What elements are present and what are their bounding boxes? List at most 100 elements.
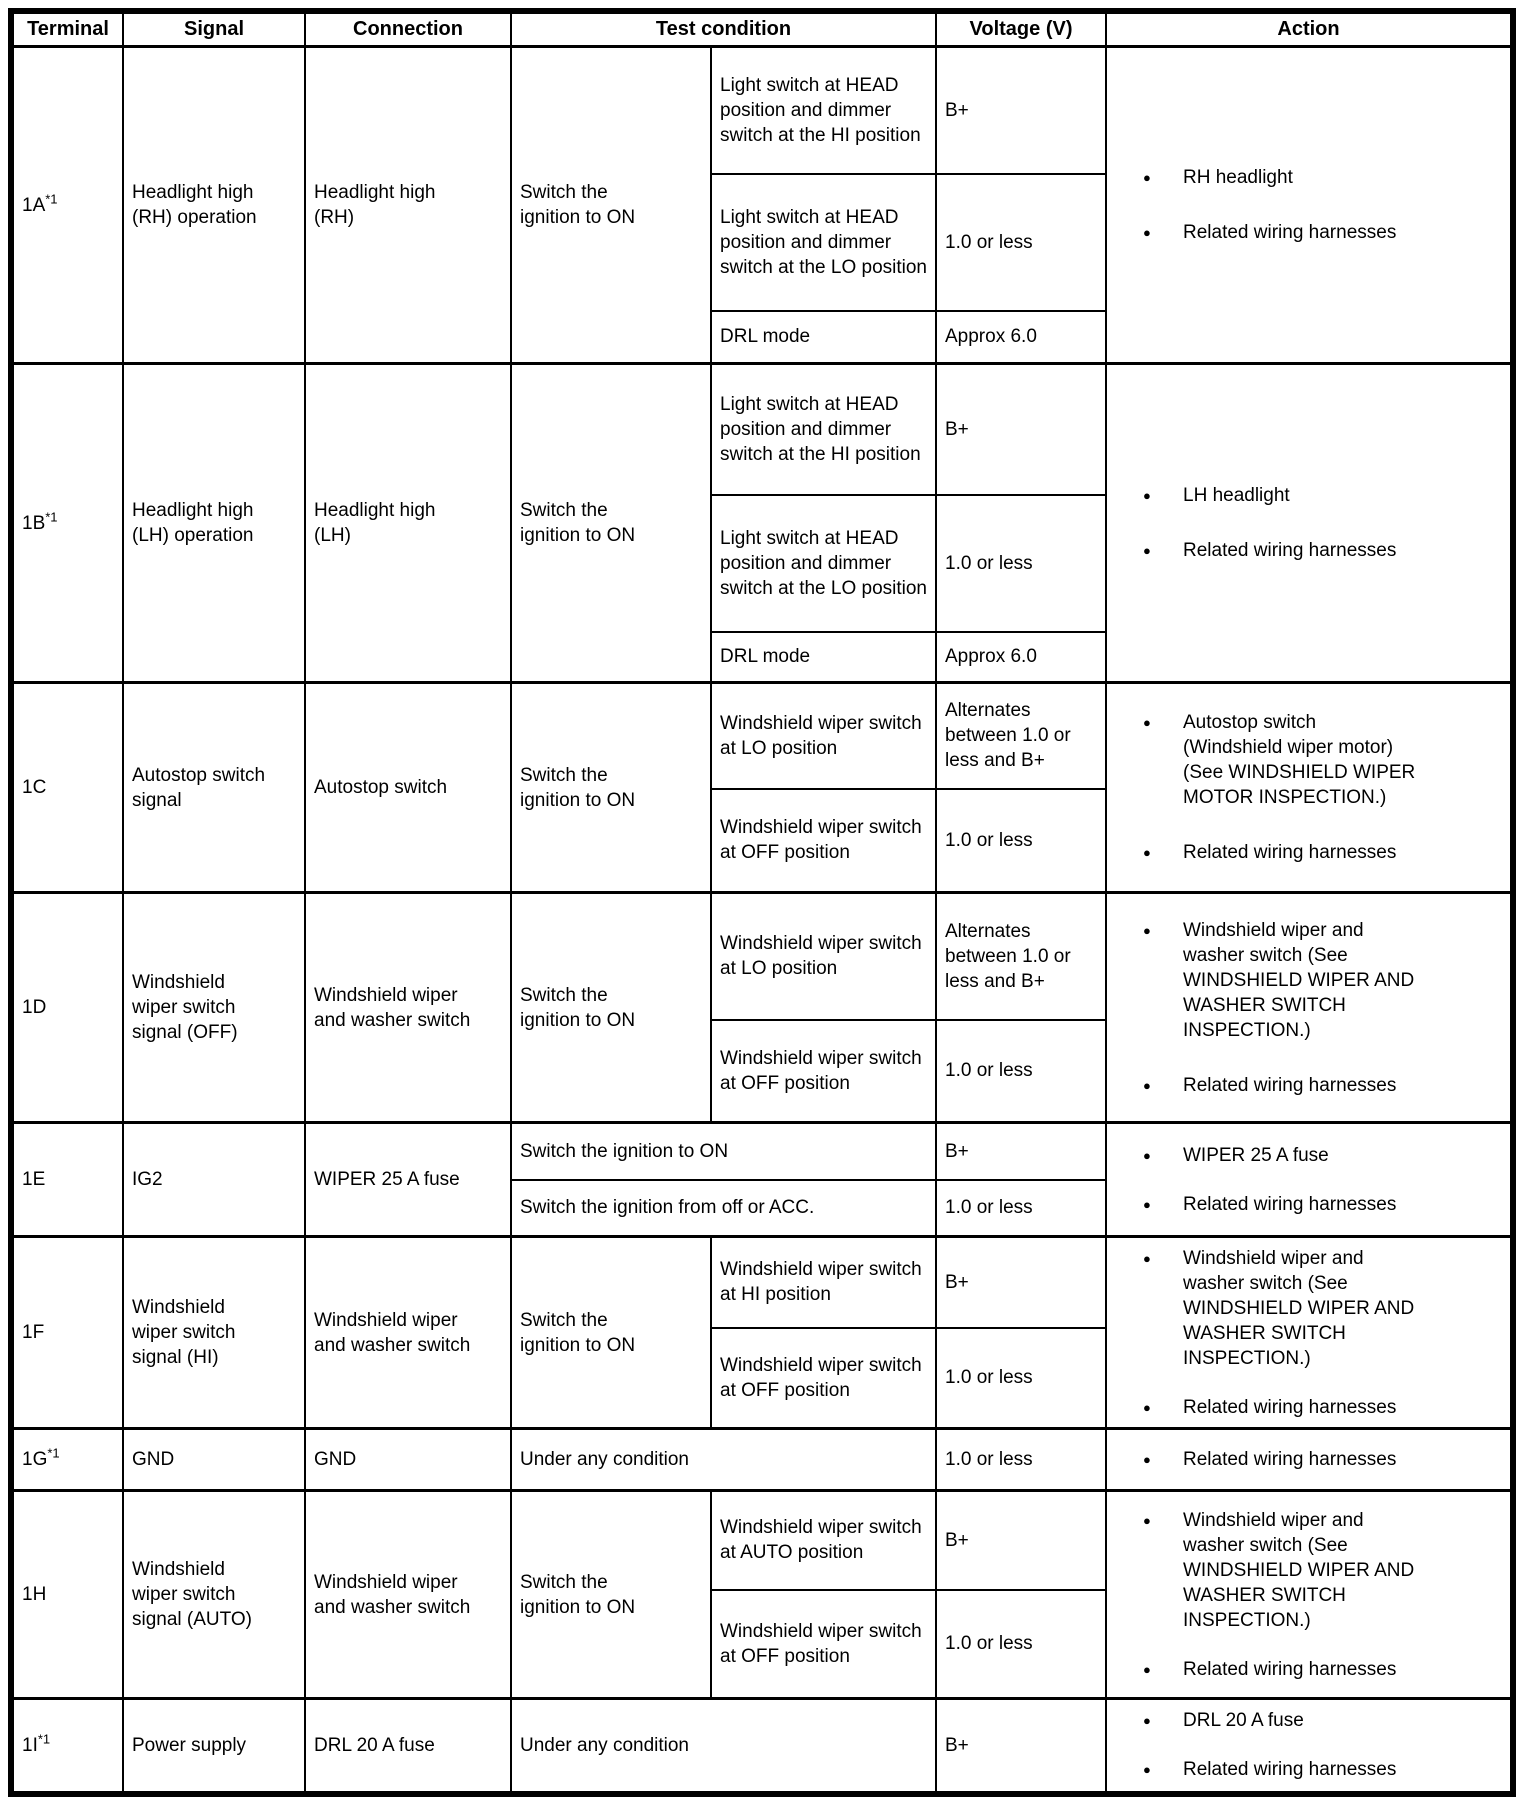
bullet-icon: ●	[1143, 543, 1151, 558]
table-subrow: Windshield wiper switch at OFF position …	[11, 1588, 1513, 1700]
condition-cell: Windshield wiper switch at LO position	[710, 891, 937, 1021]
test-main-cell: Switch the ignition to ON	[510, 45, 712, 365]
voltage-cell: 1.0 or less	[935, 1326, 1107, 1430]
action-item: ● Related wiring harnesses	[1143, 1074, 1397, 1096]
signal-cell: Windshield wiper switch signal (OFF)	[122, 891, 306, 1124]
test-main-cell: Switch the ignition to ON	[510, 681, 712, 894]
table-row: 1F Windshield wiper switch signal (HI) W…	[10, 1235, 1514, 1430]
bullet-icon: ●	[1143, 225, 1151, 240]
signal-cell: Windshield wiper switch signal (AUTO)	[122, 1489, 306, 1700]
table-subrow: DRL mode Approx 6.0	[11, 309, 1513, 365]
action-cell: ● Windshield wiper and washer switch (See…	[1105, 1489, 1514, 1700]
action-cell: ● DRL 20 A fuse ● Related wiring harnesses	[1105, 1697, 1514, 1795]
table-row: 1C Autostop switch signal Autostop switc…	[10, 681, 1514, 894]
condition-cell: Under any condition	[510, 1697, 937, 1795]
bullet-icon: ●	[1143, 1452, 1151, 1467]
test-main-cell: Switch the ignition to ON	[510, 891, 712, 1124]
bullet-icon: ●	[1143, 170, 1151, 185]
condition-cell: Windshield wiper switch at OFF position	[710, 1588, 937, 1700]
bullet-icon: ●	[1143, 1196, 1151, 1212]
bullet-icon: ●	[1143, 1762, 1151, 1778]
bullet-icon: ●	[1143, 488, 1151, 503]
terminal-cell: 1C	[10, 681, 124, 894]
terminal-cell: 1I*1	[10, 1697, 124, 1795]
connection-cell: Headlight high (RH)	[304, 45, 512, 365]
col-header-terminal: Terminal	[10, 10, 124, 48]
table-subrow: Switch the ignition from off or ACC. 1.0…	[11, 1178, 1513, 1238]
connection-cell: Headlight high (LH)	[304, 362, 512, 684]
condition-cell: Light switch at HEAD position and dimmer…	[710, 493, 937, 633]
voltage-cell: B+	[935, 1235, 1107, 1329]
signal-cell: Autostop switch signal	[122, 681, 306, 894]
action-item: ● Windshield wiper and washer switch (See…	[1143, 1247, 1415, 1369]
table-subrow: Light switch at HEAD position and dimmer…	[11, 493, 1513, 633]
connection-cell: Windshield wiper and washer switch	[304, 1235, 512, 1430]
bullet-icon: ●	[1143, 1147, 1151, 1163]
table-row: 1H Windshield wiper switch signal (AUTO)…	[10, 1489, 1514, 1700]
signal-cell: GND	[122, 1427, 306, 1492]
table-subrow: Windshield wiper switch at OFF position …	[11, 1326, 1513, 1430]
action-item: ● Related wiring harnesses	[1143, 222, 1397, 243]
condition-cell: Under any condition	[510, 1427, 937, 1492]
table-subrow: Windshield wiper switch at OFF position …	[11, 1018, 1513, 1124]
table-row: 1G*1 GND GND Under any condition 1.0 or …	[10, 1427, 1514, 1492]
col-header-signal: Signal	[122, 10, 306, 48]
voltage-cell: 1.0 or less	[935, 1588, 1107, 1700]
condition-cell: Windshield wiper switch at OFF position	[710, 1326, 937, 1430]
table-row: 1D Windshield wiper switch signal (OFF) …	[10, 891, 1514, 1124]
voltage-cell: 1.0 or less	[935, 1018, 1107, 1124]
action-cell: ● LH headlight ● Related wiring harnesses	[1105, 362, 1514, 684]
table-row: 1B*1 Headlight high (LH) operation Headl…	[10, 362, 1514, 684]
table-row: 1A*1 Headlight high (RH) operation Headl…	[10, 45, 1514, 365]
condition-cell: DRL mode	[710, 309, 937, 365]
terminal-cell: 1B*1	[10, 362, 124, 684]
voltage-cell: B+	[935, 362, 1107, 496]
action-item: ● Related wiring harnesses	[1143, 842, 1397, 863]
footnote-marker: *1	[47, 1445, 60, 1461]
action-item: ● Related wiring harnesses	[1143, 1396, 1397, 1418]
table-subrow: DRL mode Approx 6.0	[11, 630, 1513, 684]
condition-cell: DRL mode	[710, 630, 937, 684]
condition-cell: Windshield wiper switch at LO position	[710, 681, 937, 790]
voltage-cell: Alternates between 1.0 or less and B+	[935, 681, 1107, 790]
voltage-cell: B+	[935, 1121, 1107, 1181]
voltage-cell: B+	[935, 1489, 1107, 1591]
action-item: ● Windshield wiper and washer switch (See…	[1143, 1509, 1415, 1631]
terminal-voltage-table: Terminal Signal Connection Test conditio…	[8, 8, 1516, 1797]
bullet-icon: ●	[1143, 715, 1151, 730]
voltage-cell: 1.0 or less	[935, 172, 1107, 312]
terminal-cell: 1G*1	[10, 1427, 124, 1492]
action-item: ● Related wiring harnesses	[1143, 540, 1397, 561]
bullet-icon: ●	[1143, 1077, 1151, 1093]
connection-cell: WIPER 25 A fuse	[304, 1121, 512, 1238]
action-item: ● LH headlight	[1143, 485, 1290, 506]
footnote-marker: *1	[45, 191, 58, 207]
col-header-voltage: Voltage (V)	[935, 10, 1107, 48]
test-main-cell: Switch the ignition to ON	[510, 362, 712, 684]
bullet-icon: ●	[1143, 1512, 1151, 1528]
terminal-cell: 1E	[10, 1121, 124, 1238]
condition-cell: Light switch at HEAD position and dimmer…	[710, 45, 937, 175]
test-main-cell: Switch the ignition to ON	[510, 1489, 712, 1700]
action-item: ● Related wiring harnesses	[1143, 1658, 1397, 1680]
action-item: ● Related wiring harnesses	[1143, 1449, 1397, 1470]
action-cell: ● Windshield wiper and washer switch (See…	[1105, 1235, 1514, 1430]
bullet-icon: ●	[1143, 1250, 1151, 1266]
action-item: ● DRL 20 A fuse	[1143, 1710, 1304, 1732]
condition-cell: Windshield wiper switch at AUTO position	[710, 1489, 937, 1591]
connection-cell: Windshield wiper and washer switch	[304, 1489, 512, 1700]
voltage-cell: Approx 6.0	[935, 630, 1107, 684]
connection-cell: DRL 20 A fuse	[304, 1697, 512, 1795]
condition-cell: Windshield wiper switch at HI position	[710, 1235, 937, 1329]
condition-cell: Light switch at HEAD position and dimmer…	[710, 362, 937, 496]
action-cell: ● Autostop switch (Windshield wiper motor…	[1105, 681, 1514, 894]
voltage-cell: Alternates between 1.0 or less and B+	[935, 891, 1107, 1021]
voltage-cell: Approx 6.0	[935, 309, 1107, 365]
signal-cell: Windshield wiper switch signal (HI)	[122, 1235, 306, 1430]
action-cell: ● WIPER 25 A fuse ● Related wiring harness…	[1105, 1121, 1514, 1238]
action-cell: ● RH headlight ● Related wiring harnesses	[1105, 45, 1514, 365]
action-cell: ● Windshield wiper and washer switch (See…	[1105, 891, 1514, 1124]
voltage-cell: 1.0 or less	[935, 787, 1107, 894]
col-header-connection: Connection	[304, 10, 512, 48]
signal-cell: Headlight high (LH) operation	[122, 362, 306, 684]
